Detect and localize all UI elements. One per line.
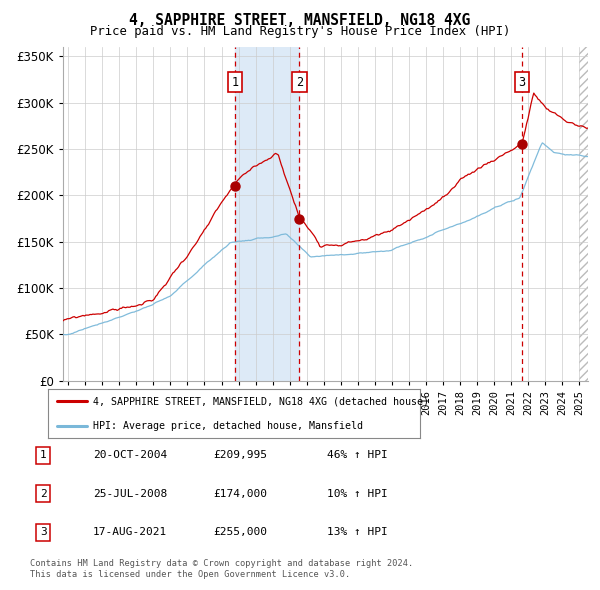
Text: 2: 2 (40, 489, 47, 499)
Text: 46% ↑ HPI: 46% ↑ HPI (327, 451, 388, 460)
Text: 1: 1 (40, 451, 47, 460)
Text: 17-AUG-2021: 17-AUG-2021 (93, 527, 167, 537)
Text: 10% ↑ HPI: 10% ↑ HPI (327, 489, 388, 499)
Text: £209,995: £209,995 (213, 451, 267, 460)
Text: Price paid vs. HM Land Registry's House Price Index (HPI): Price paid vs. HM Land Registry's House … (90, 25, 510, 38)
Text: £174,000: £174,000 (213, 489, 267, 499)
Text: £255,000: £255,000 (213, 527, 267, 537)
Text: 2: 2 (296, 76, 303, 88)
Bar (580, 47, 588, 381)
Text: HPI: Average price, detached house, Mansfield: HPI: Average price, detached house, Mans… (92, 421, 362, 431)
Text: 1: 1 (232, 76, 239, 88)
Text: 25-JUL-2008: 25-JUL-2008 (93, 489, 167, 499)
Text: 3: 3 (40, 527, 47, 537)
Text: 4, SAPPHIRE STREET, MANSFIELD, NG18 4XG (detached house): 4, SAPPHIRE STREET, MANSFIELD, NG18 4XG … (92, 396, 428, 407)
Text: 13% ↑ HPI: 13% ↑ HPI (327, 527, 388, 537)
Text: 4, SAPPHIRE STREET, MANSFIELD, NG18 4XG: 4, SAPPHIRE STREET, MANSFIELD, NG18 4XG (130, 13, 470, 28)
Text: 20-OCT-2004: 20-OCT-2004 (93, 451, 167, 460)
Bar (235, 47, 299, 381)
Bar (580, 47, 588, 381)
Text: 3: 3 (518, 76, 526, 88)
Text: This data is licensed under the Open Government Licence v3.0.: This data is licensed under the Open Gov… (30, 571, 350, 579)
Text: Contains HM Land Registry data © Crown copyright and database right 2024.: Contains HM Land Registry data © Crown c… (30, 559, 413, 568)
